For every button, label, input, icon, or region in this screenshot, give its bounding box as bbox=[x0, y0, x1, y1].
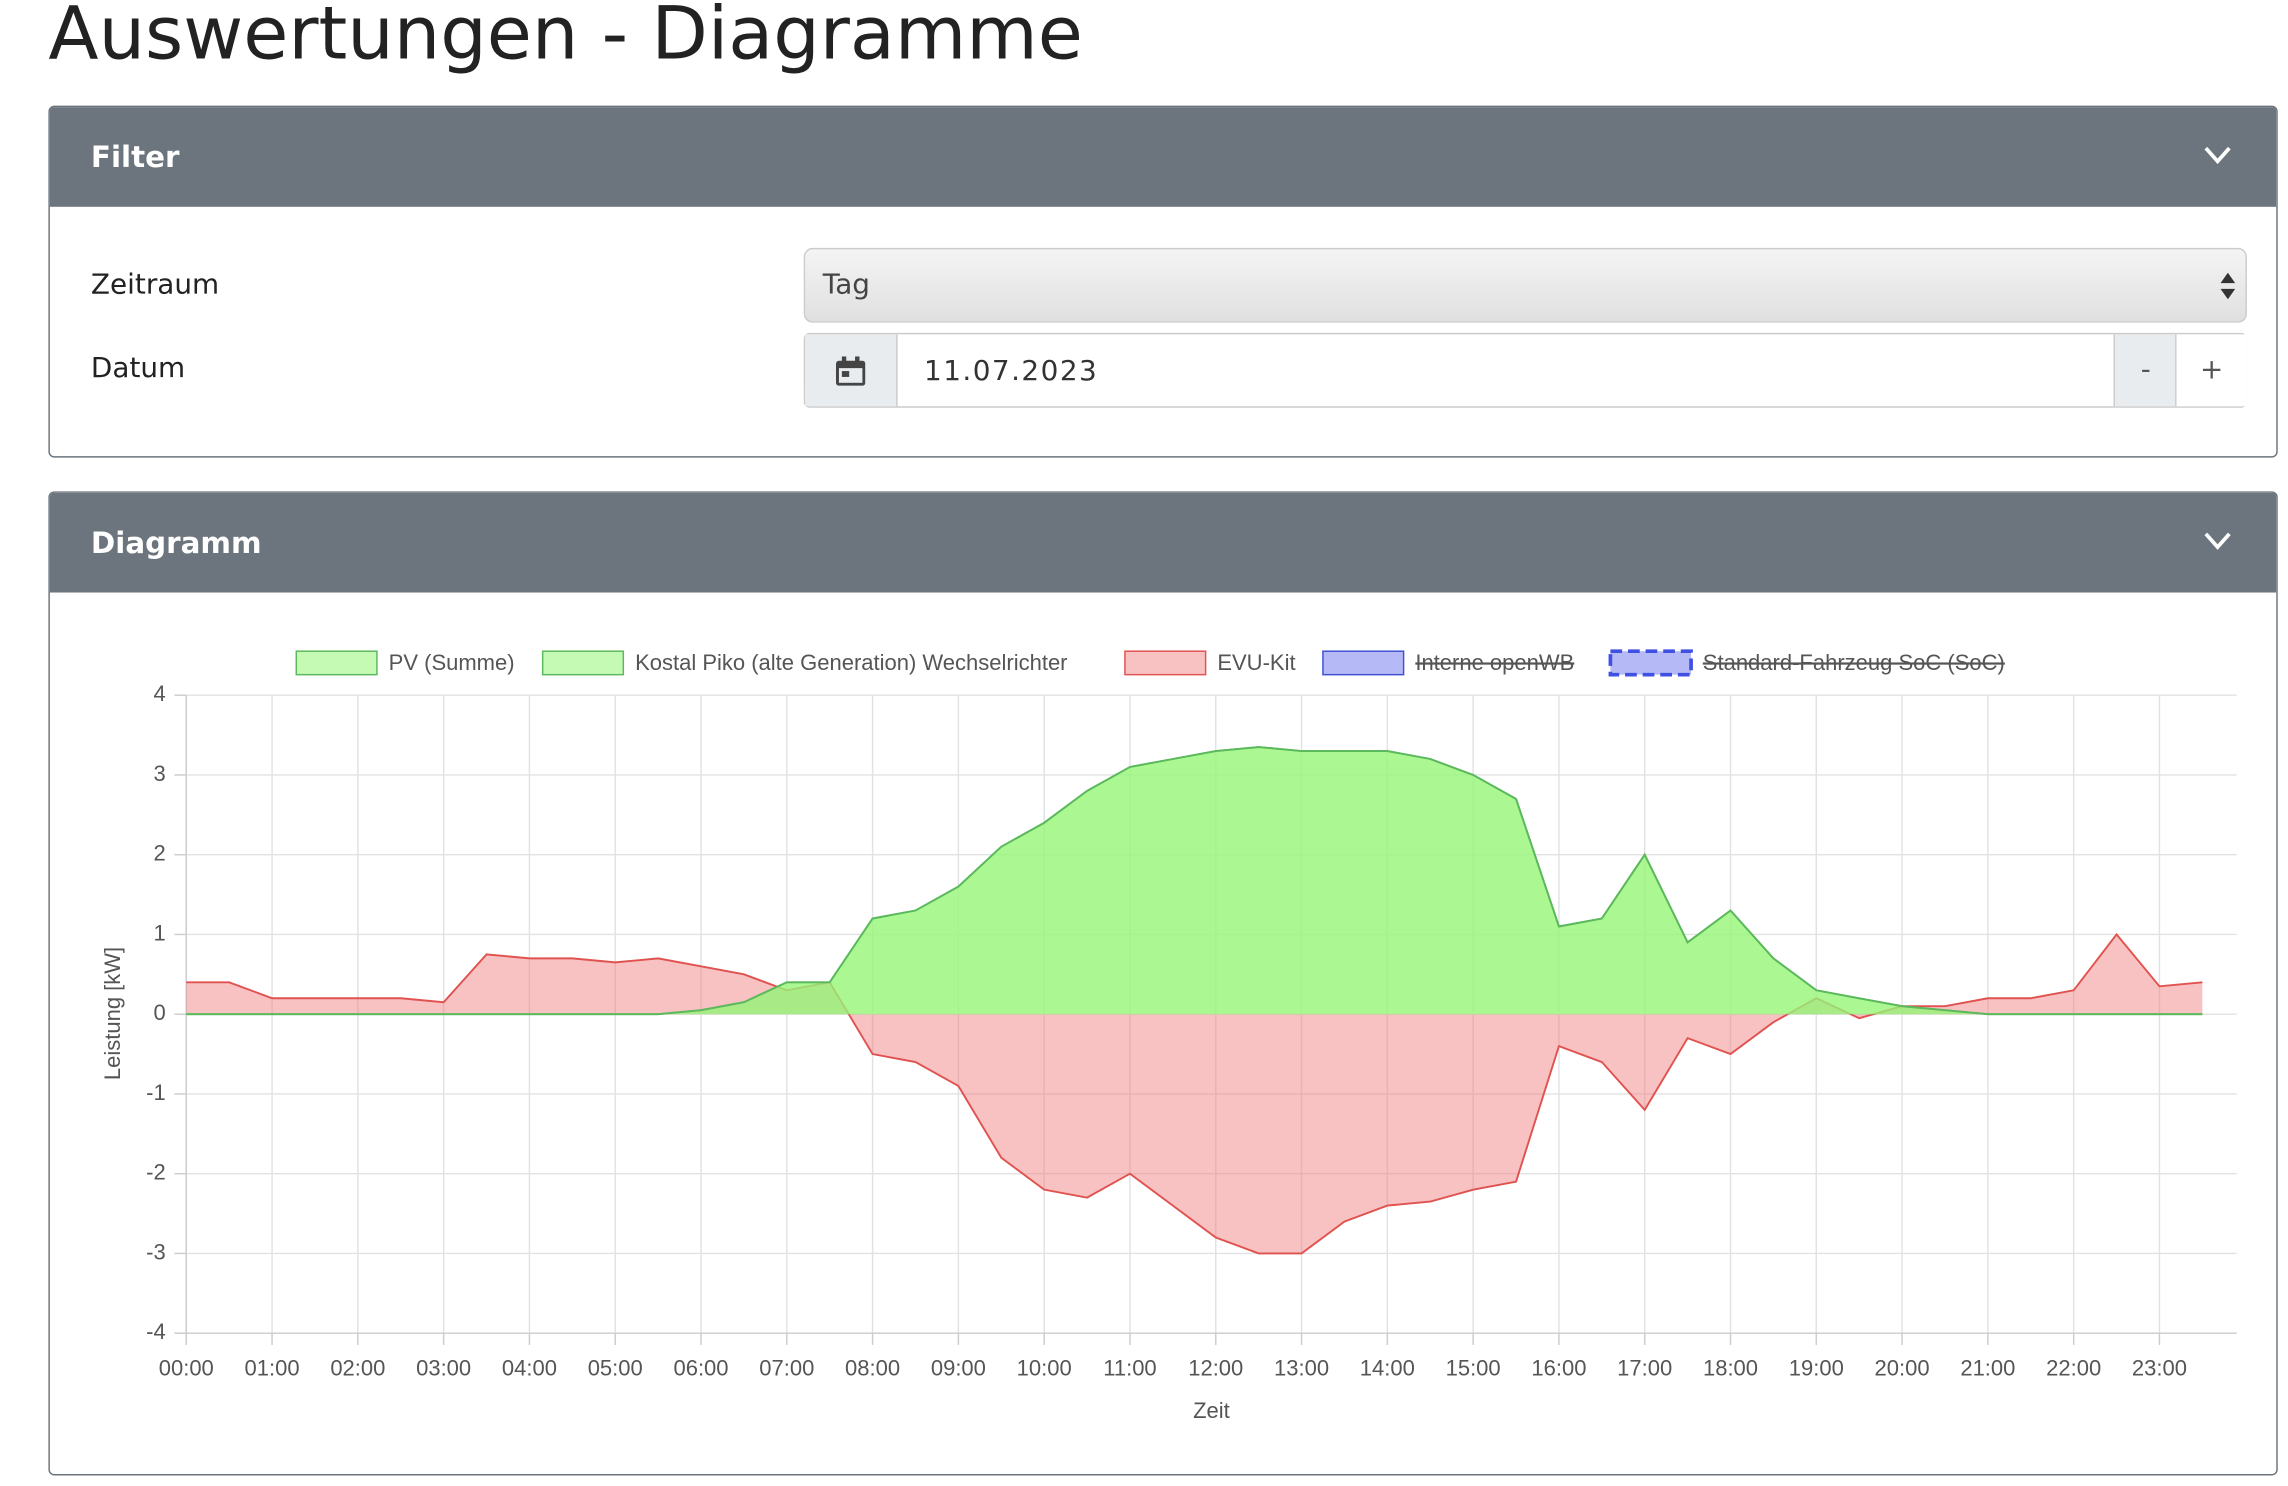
filter-header[interactable]: Filter bbox=[49, 107, 2277, 207]
x-tick-label: 02:00 bbox=[330, 1356, 385, 1381]
y-tick-label: 1 bbox=[153, 920, 165, 945]
calendar-button[interactable] bbox=[805, 334, 898, 407]
x-tick-label: 13:00 bbox=[1274, 1356, 1329, 1381]
y-tick-label: -4 bbox=[146, 1319, 166, 1344]
select-arrows bbox=[2220, 272, 2236, 300]
page-title: Auswertungen - Diagramme bbox=[48, 0, 1083, 77]
y-tick-label: -2 bbox=[146, 1160, 166, 1185]
date-minus-button[interactable]: - bbox=[2113, 334, 2177, 407]
date-value[interactable]: 11.07.2023 bbox=[924, 354, 1099, 388]
area bbox=[186, 747, 2203, 1015]
legend-swatch bbox=[1124, 650, 1207, 676]
x-tick-label: 06:00 bbox=[673, 1356, 728, 1381]
y-tick-label: 4 bbox=[153, 681, 165, 706]
x-tick-label: 23:00 bbox=[2132, 1356, 2187, 1381]
x-tick-label: 15:00 bbox=[1446, 1356, 1501, 1381]
y-tick-label: -3 bbox=[146, 1239, 166, 1264]
date-input-group: 11.07.2023 - + bbox=[803, 332, 2247, 408]
y-tick-label: 0 bbox=[153, 1000, 165, 1025]
x-tick-label: 19:00 bbox=[1789, 1356, 1844, 1381]
diagram-header[interactable]: Diagramm bbox=[49, 492, 2277, 593]
collapse-icon[interactable] bbox=[2203, 531, 2232, 552]
y-tick-label: 3 bbox=[153, 761, 165, 786]
x-tick-label: 10:00 bbox=[1017, 1356, 1072, 1381]
x-tick-label: 00:00 bbox=[159, 1356, 214, 1381]
filter-panel: Filter Zeitraum Tag Datum 11.07.2023 - + bbox=[48, 105, 2278, 458]
x-tick-label: 16:00 bbox=[1531, 1356, 1586, 1381]
legend-label[interactable]: Standard-Fahrzeug SoC (SoC) bbox=[1703, 650, 2005, 675]
x-tick-label: 08:00 bbox=[845, 1356, 900, 1381]
x-tick-label: 11:00 bbox=[1103, 1356, 1156, 1381]
x-tick-label: 21:00 bbox=[1960, 1356, 2015, 1381]
series-line bbox=[186, 746, 2203, 1016]
x-tick-label: 03:00 bbox=[416, 1356, 471, 1381]
x-axis-label: Zeit bbox=[1193, 1398, 1230, 1423]
diagram-panel: Diagramm bbox=[48, 491, 2278, 1476]
legend-label[interactable]: Interne openWB bbox=[1415, 650, 1574, 675]
x-tick-label: 05:00 bbox=[588, 1356, 643, 1381]
period-label: Zeitraum bbox=[90, 268, 220, 301]
calendar-icon bbox=[836, 356, 866, 386]
y-axis-label: Leistung [kW] bbox=[100, 947, 125, 1080]
x-tick-label: 12:00 bbox=[1188, 1356, 1243, 1381]
x-tick-label: 14:00 bbox=[1360, 1356, 1415, 1381]
series-line bbox=[186, 932, 2203, 1255]
legend-label[interactable]: EVU-Kit bbox=[1217, 650, 1295, 675]
date-label: Datum bbox=[90, 352, 186, 385]
x-tick-label: 17:00 bbox=[1617, 1356, 1672, 1381]
legend-swatch bbox=[295, 650, 378, 676]
date-plus-button[interactable]: + bbox=[2175, 334, 2247, 407]
y-tick-label: 2 bbox=[153, 841, 165, 866]
legend-label[interactable]: PV (Summe) bbox=[389, 650, 515, 675]
period-value: Tag bbox=[822, 268, 870, 301]
collapse-icon[interactable] bbox=[2203, 145, 2232, 166]
period-select[interactable]: Tag bbox=[803, 247, 2247, 323]
legend-swatch bbox=[1608, 649, 1693, 677]
x-tick-label: 09:00 bbox=[931, 1356, 986, 1381]
x-tick-label: 18:00 bbox=[1703, 1356, 1758, 1381]
x-tick-label: 01:00 bbox=[245, 1356, 300, 1381]
x-tick-label: 20:00 bbox=[1875, 1356, 1930, 1381]
legend-label[interactable]: Kostal Piko (alte Generation) Wechselric… bbox=[635, 650, 1067, 675]
x-tick-label: 22:00 bbox=[2046, 1356, 2101, 1381]
y-tick-label: -1 bbox=[146, 1080, 166, 1105]
diagram-title: Diagramm bbox=[90, 525, 262, 561]
x-tick-label: 04:00 bbox=[502, 1356, 557, 1381]
x-tick-label: 07:00 bbox=[759, 1356, 814, 1381]
filter-title: Filter bbox=[90, 139, 180, 175]
legend-swatch bbox=[1322, 650, 1405, 676]
legend-swatch bbox=[541, 650, 625, 676]
